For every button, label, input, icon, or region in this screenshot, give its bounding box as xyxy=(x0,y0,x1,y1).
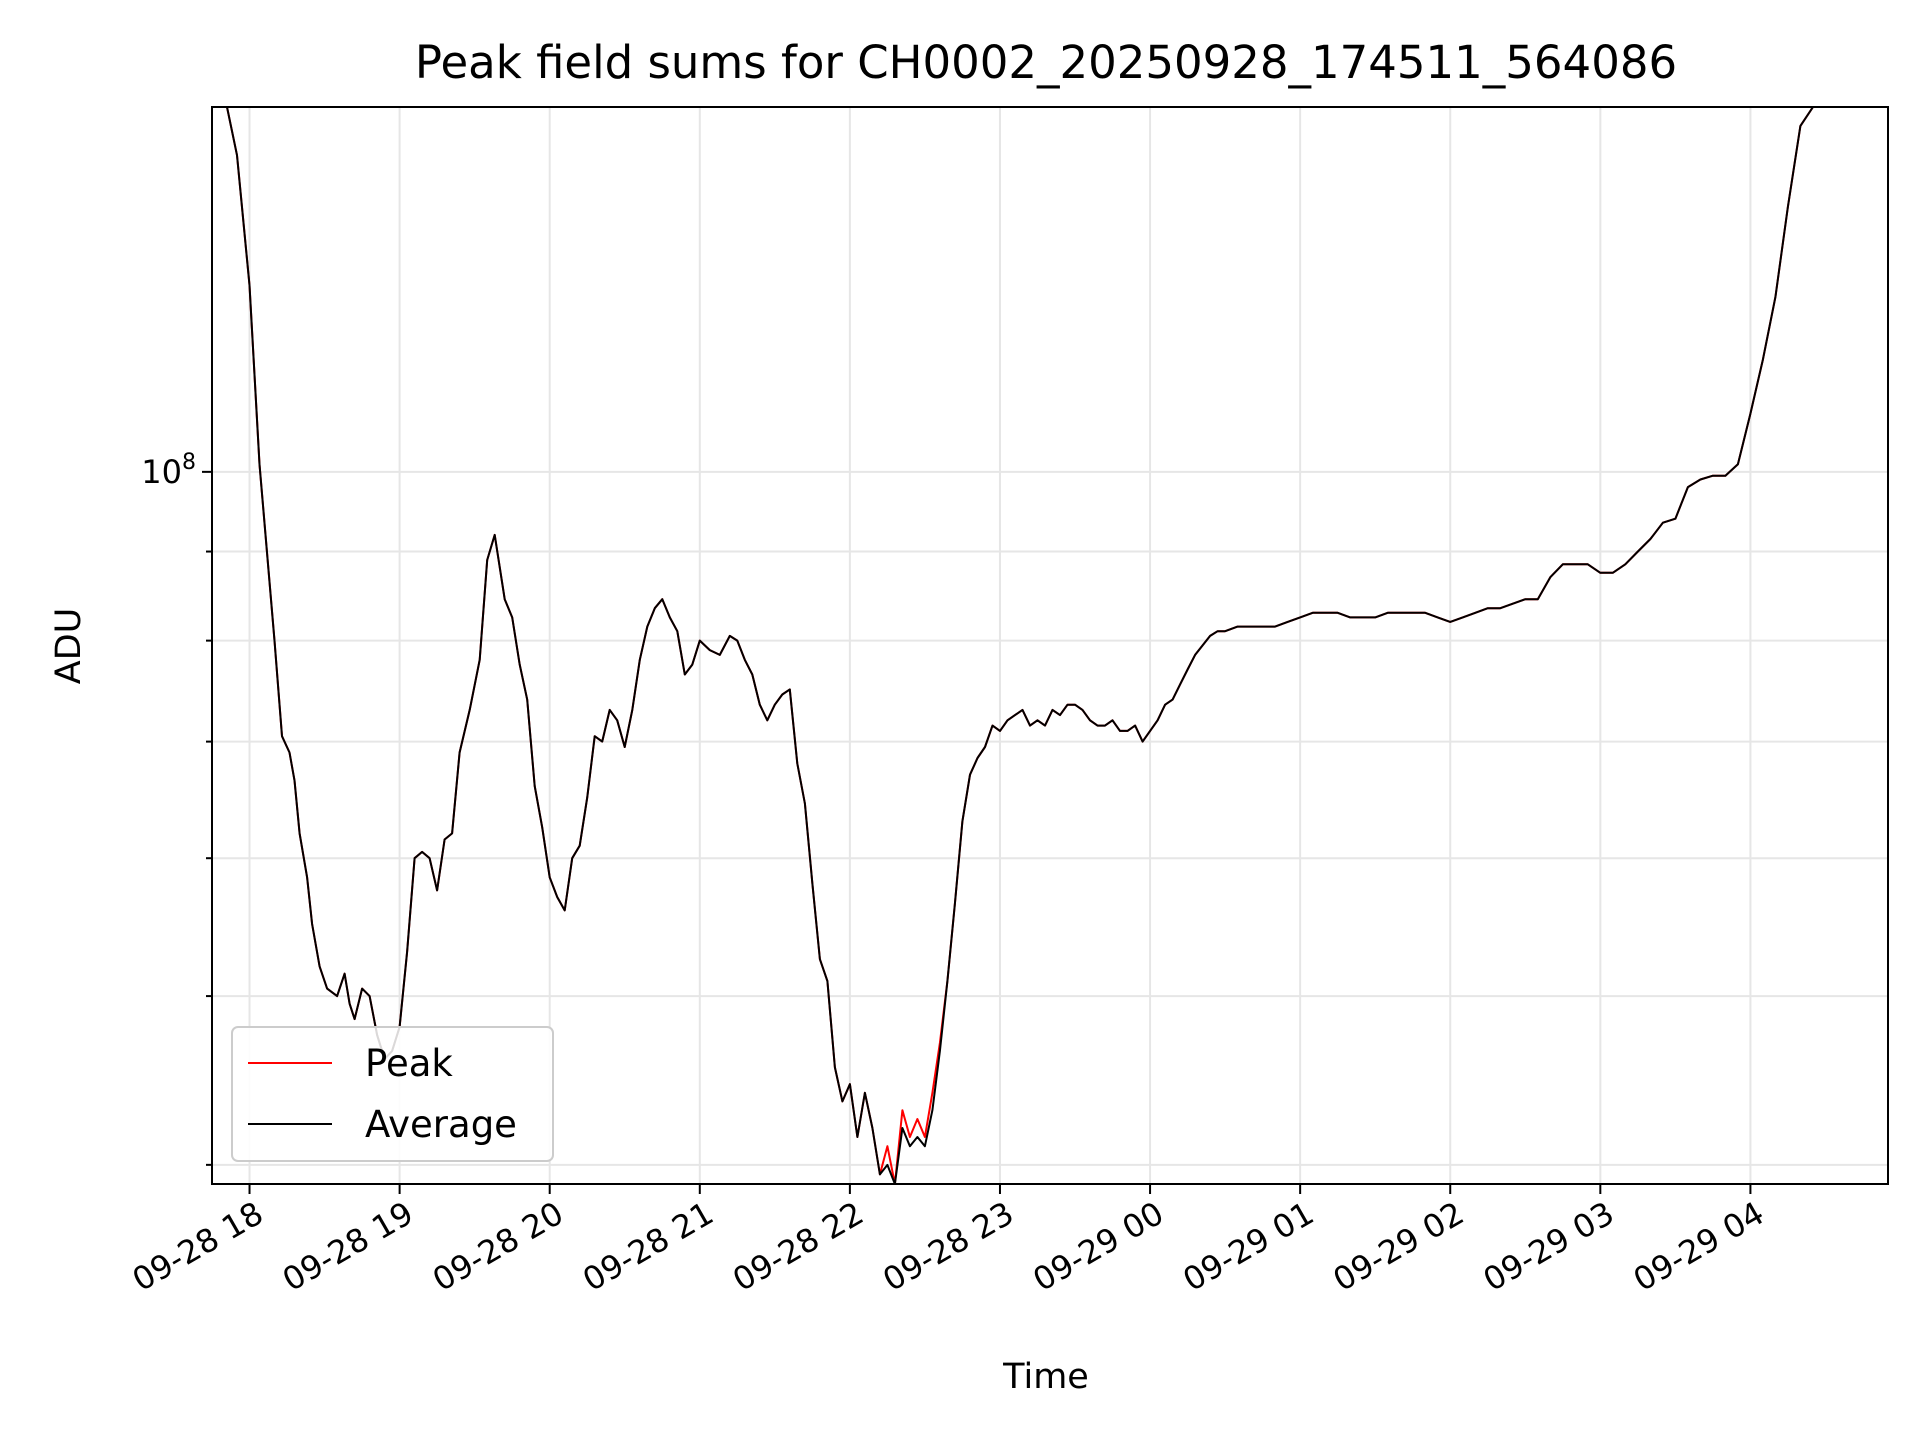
legend-box xyxy=(231,1026,554,1162)
x-tick-label: 09-29 00 xyxy=(1026,1194,1170,1299)
legend-label-average: Average xyxy=(365,1103,517,1146)
y-axis: 108 xyxy=(141,450,212,1166)
plot-lines xyxy=(212,107,1826,1184)
y-axis-label: ADU xyxy=(49,608,89,685)
x-tick-label: 09-28 23 xyxy=(876,1194,1020,1299)
x-tick-label: 09-29 04 xyxy=(1627,1194,1771,1299)
legend-label-peak: Peak xyxy=(365,1042,453,1085)
x-tick-label: 09-29 01 xyxy=(1177,1194,1321,1299)
legend: Peak Average xyxy=(231,1026,554,1162)
series-line-peak xyxy=(212,107,1826,1184)
x-tick-label: 09-28 18 xyxy=(126,1194,270,1299)
x-axis-label: Time xyxy=(1002,1357,1089,1397)
x-tick-label: 09-28 22 xyxy=(726,1194,870,1299)
grid xyxy=(212,107,1888,1184)
y-tick-label: 108 xyxy=(141,450,196,491)
x-tick-label: 09-28 19 xyxy=(276,1194,420,1299)
plot-frame xyxy=(211,106,1889,1185)
x-tick-label: 09-29 02 xyxy=(1327,1194,1471,1299)
x-tick-label: 09-29 03 xyxy=(1477,1194,1621,1299)
series-line-average xyxy=(212,107,1826,1184)
x-axis: 09-28 18 09-28 19 09-28 20 09-28 21 09-28 22… xyxy=(126,1184,1770,1299)
chart-title: Peak field sums for CH0002_20250928_1745… xyxy=(415,36,1677,89)
x-tick-label: 09-28 20 xyxy=(426,1194,570,1299)
x-tick-label: 09-28 21 xyxy=(576,1194,720,1299)
